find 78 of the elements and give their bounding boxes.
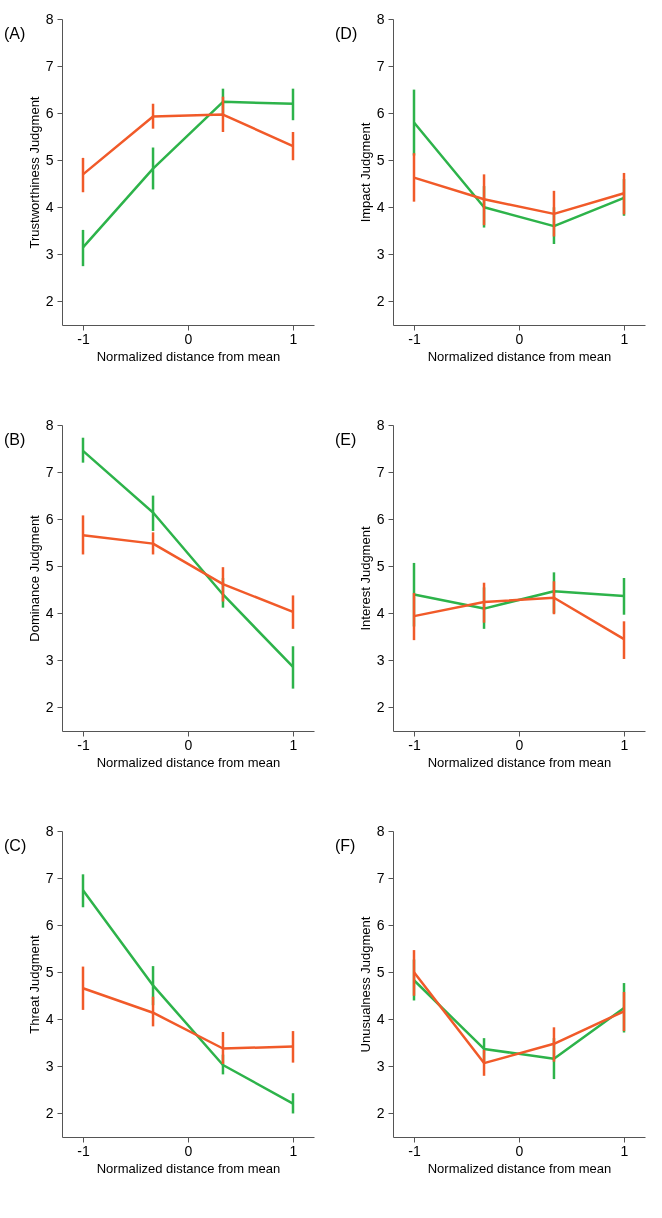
- y-tick-label: 2: [45, 1104, 54, 1121]
- y-tick-label: 3: [45, 245, 54, 262]
- y-tick-label: 7: [45, 463, 54, 480]
- y-tick-label: 5: [45, 963, 54, 980]
- x-tick-label: 1: [289, 1142, 298, 1159]
- x-axis-title: Normalized distance from mean: [96, 754, 281, 770]
- x-tick-label: 1: [620, 1142, 629, 1159]
- x-tick-label: 0: [515, 736, 524, 753]
- x-tick-label: 0: [184, 1142, 193, 1159]
- x-axis-title: Normalized distance from mean: [96, 348, 281, 364]
- y-tick-label: 7: [376, 869, 385, 886]
- x-tick-label: 1: [289, 736, 298, 753]
- x-tick-label: -1: [408, 736, 421, 753]
- y-axis-title: Trustworthiness Judgment: [26, 96, 42, 249]
- chart-title: (F): [335, 837, 356, 854]
- y-tick-label: 4: [376, 604, 385, 621]
- y-tick-label: 4: [376, 1010, 385, 1027]
- chart-title: (E): [335, 431, 357, 448]
- x-tick-label: 1: [289, 330, 298, 347]
- y-tick-label: 4: [45, 604, 54, 621]
- chart-title: (A): [4, 25, 26, 42]
- y-axis-title: Threat Judgment: [26, 934, 42, 1034]
- y-tick-label: 2: [376, 292, 385, 309]
- y-tick-label: 5: [45, 557, 54, 574]
- x-tick-label: 1: [620, 736, 629, 753]
- x-tick-label: -1: [77, 1142, 90, 1159]
- y-tick-label: 8: [376, 10, 385, 27]
- y-tick-label: 3: [376, 1057, 385, 1074]
- chart-title: (B): [4, 431, 26, 448]
- y-axis-title: Unusualness Judgment: [357, 916, 373, 1053]
- y-tick-label: 7: [45, 869, 54, 886]
- y-axis-title: Dominance Judgment: [26, 514, 42, 642]
- y-tick-label: 6: [376, 104, 385, 121]
- y-tick-label: 3: [376, 651, 385, 668]
- y-tick-label: 6: [45, 104, 54, 121]
- y-tick-label: 8: [45, 822, 54, 839]
- y-tick-label: 7: [376, 463, 385, 480]
- y-axis-title: Impact Judgment: [357, 122, 373, 223]
- y-tick-label: 6: [45, 916, 54, 933]
- x-axis-title: Normalized distance from mean: [96, 1160, 281, 1176]
- y-tick-label: 6: [376, 510, 385, 527]
- y-tick-label: 8: [45, 416, 54, 433]
- chart-title: (C): [4, 837, 27, 854]
- y-tick-label: 5: [45, 151, 54, 168]
- x-tick-label: 0: [515, 1142, 524, 1159]
- x-axis-title: Normalized distance from mean: [427, 754, 612, 770]
- y-tick-label: 7: [376, 57, 385, 74]
- y-tick-label: 5: [376, 963, 385, 980]
- y-tick-label: 6: [45, 510, 54, 527]
- y-tick-label: 8: [45, 10, 54, 27]
- x-tick-label: 1: [620, 330, 629, 347]
- y-tick-label: 8: [376, 822, 385, 839]
- x-tick-label: -1: [408, 330, 421, 347]
- y-tick-label: 4: [376, 198, 385, 215]
- y-tick-label: 4: [45, 198, 54, 215]
- x-tick-label: -1: [77, 736, 90, 753]
- y-axis-title: Interest Judgment: [357, 526, 373, 631]
- y-tick-label: 7: [45, 57, 54, 74]
- y-tick-label: 5: [376, 151, 385, 168]
- y-tick-label: 3: [376, 245, 385, 262]
- y-tick-label: 2: [376, 1104, 385, 1121]
- x-tick-label: 0: [184, 330, 193, 347]
- x-tick-label: -1: [77, 330, 90, 347]
- y-tick-label: 2: [45, 292, 54, 309]
- x-axis-title: Normalized distance from mean: [427, 348, 612, 364]
- y-tick-label: 6: [376, 916, 385, 933]
- x-axis-title: Normalized distance from mean: [427, 1160, 612, 1176]
- y-tick-label: 3: [45, 651, 54, 668]
- y-tick-label: 8: [376, 416, 385, 433]
- chart-title: (D): [335, 25, 358, 42]
- x-tick-label: -1: [408, 1142, 421, 1159]
- y-tick-label: 5: [376, 557, 385, 574]
- y-tick-label: 3: [45, 1057, 54, 1074]
- x-tick-label: 0: [184, 736, 193, 753]
- y-tick-label: 4: [45, 1010, 54, 1027]
- y-tick-label: 2: [376, 698, 385, 715]
- x-tick-label: 0: [515, 330, 524, 347]
- y-tick-label: 2: [45, 698, 54, 715]
